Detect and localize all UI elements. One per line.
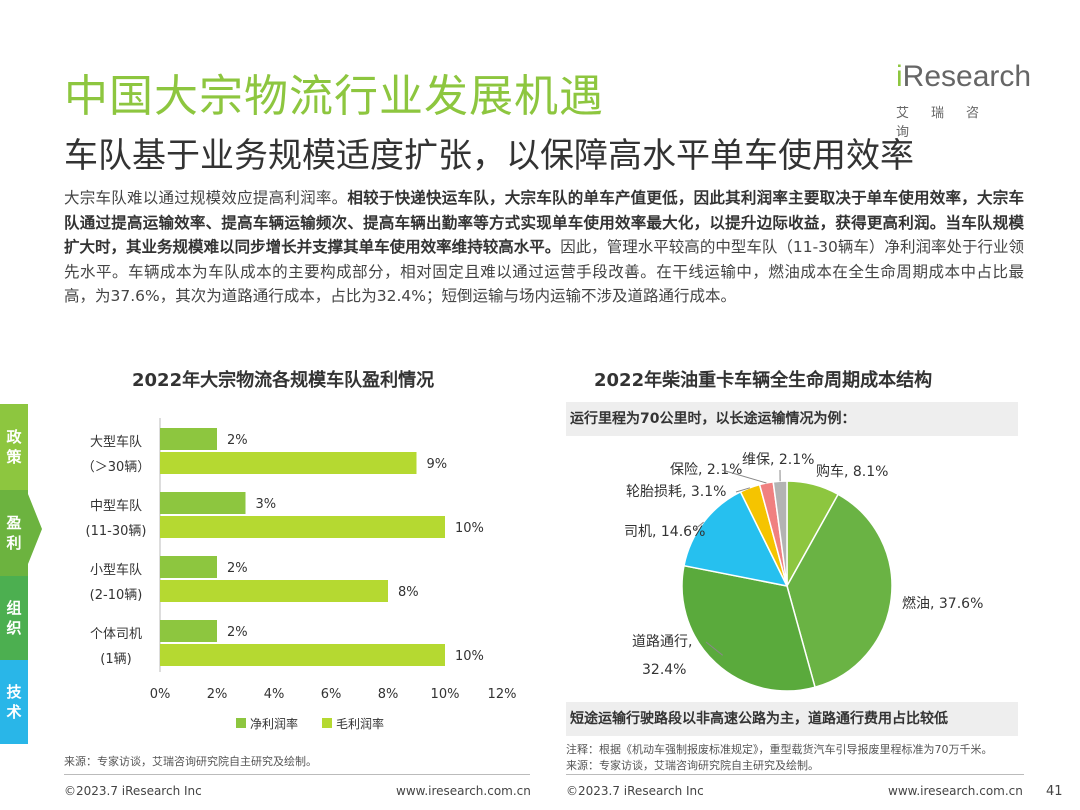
bar-net xyxy=(160,556,217,578)
bar-value-label: 2% xyxy=(227,561,248,576)
bar-category-sublabel: (11-30辆) xyxy=(86,524,147,539)
bar-category-sublabel: (1辆) xyxy=(100,652,131,667)
bar-net xyxy=(160,492,246,514)
footer-copyright-left: ©2023.7 iResearch Inc xyxy=(64,784,202,798)
footer-url-right: www.iresearch.com.cn xyxy=(888,784,1023,798)
sidebar-tab[interactable]: 政策 xyxy=(0,404,28,490)
bar-category-label: 小型车队 xyxy=(90,562,142,578)
x-tick-label: 6% xyxy=(321,687,342,702)
legend-label: 净利润率 xyxy=(250,716,298,731)
sidebar-tab-char: 政 xyxy=(6,428,22,446)
bar-gross xyxy=(160,644,445,666)
bar-gross xyxy=(160,580,388,602)
pie-annotation-bottom: 短途运输行驶路段以非高速公路为主，道路通行费用占比较低 xyxy=(566,702,1018,736)
x-tick-label: 12% xyxy=(488,687,517,702)
bar-net xyxy=(160,428,217,450)
page-subtitle: 车队基于业务规模适度扩张，以保障高水平单车使用效率 xyxy=(64,136,914,176)
pie-annotation-top: 运行里程为70公里时，以长途运输情况为例： xyxy=(566,402,1018,436)
bar-value-label: 2% xyxy=(227,625,248,640)
pie-chart-title: 2022年柴油重卡车辆全生命周期成本结构 xyxy=(594,370,933,391)
pie-chart: 购车, 8.1% 燃油, 37.6% 道路通行, 32.4% 司机, 14.6% 轮胎损耗… xyxy=(624,452,983,692)
pie-label: 购车, 8.1% xyxy=(816,463,888,480)
bar-category-label: 中型车队 xyxy=(90,498,142,514)
x-tick-label: 0% xyxy=(150,687,171,702)
sidebar-tab[interactable]: 技术 xyxy=(0,660,28,744)
bar-category-label: 大型车队 xyxy=(90,434,142,450)
bar-value-label: 3% xyxy=(256,497,277,512)
bar-value-label: 10% xyxy=(455,521,484,536)
pie-label: 维保, 2.1% xyxy=(742,452,814,468)
logo-subtitle: 艾瑞咨询 xyxy=(896,106,1002,140)
footer-copyright-right: ©2023.7 iResearch Inc xyxy=(566,784,704,798)
bar-chart-title: 2022年大宗物流各规模车队盈利情况 xyxy=(132,370,435,391)
pie-leader-line xyxy=(693,521,704,531)
pie-slice xyxy=(772,480,788,587)
legend-swatch xyxy=(236,718,246,728)
sidebar-tab-char: 策 xyxy=(6,448,22,466)
pie-label: 保险, 2.1% xyxy=(670,462,742,478)
left-source: 来源：专家访谈，艾瑞咨询研究院自主研究及绘制。 xyxy=(64,755,317,768)
body-segment: 相较于快递快运车队，大宗车队的单车产值更低，因此其利润率主要取决于单车使用效率，… xyxy=(64,189,1024,256)
right-source: 来源：专家访谈，艾瑞咨询研究院自主研究及绘制。 xyxy=(566,759,819,772)
footer-url-left: www.iresearch.com.cn xyxy=(396,784,531,798)
left-footer-line xyxy=(64,774,530,775)
bar-category-sublabel: （＞30辆） xyxy=(82,460,151,475)
bar-value-label: 9% xyxy=(427,457,448,472)
body-segment: 大宗车队难以通过规模效应提高利润率。 xyxy=(64,189,348,207)
pie-slice xyxy=(786,493,893,689)
pie-slice xyxy=(681,564,816,692)
pie-label-value: 32.4% xyxy=(642,662,686,678)
sidebar-tab-char: 技 xyxy=(6,683,22,701)
iresearch-logo: iResearch 艾瑞咨询 xyxy=(896,60,1031,140)
sidebar-tab[interactable]: 盈利 xyxy=(0,490,28,576)
pie-leader-line xyxy=(735,487,751,493)
legend-swatch xyxy=(322,718,332,728)
bar-value-label: 2% xyxy=(227,433,248,448)
x-tick-label: 10% xyxy=(431,687,460,702)
body-paragraph: 大宗车队难以通过规模效应提高利润率。相较于快递快运车队，大宗车队的单车产值更低，… xyxy=(64,186,1024,309)
legend-label: 毛利润率 xyxy=(336,716,384,731)
sidebar-tab-char: 织 xyxy=(6,619,22,637)
page-title: 中国大宗物流行业发展机遇 xyxy=(64,71,604,122)
sidebar-tab-char: 术 xyxy=(6,703,22,721)
page-number: 41 xyxy=(1046,784,1063,799)
pie-label: 燃油, 37.6% xyxy=(902,595,983,612)
logo-wordmark: iResearch xyxy=(896,60,1031,94)
bar-gross xyxy=(160,452,417,474)
right-footer-line xyxy=(566,774,1024,775)
bar-value-label: 8% xyxy=(398,585,419,600)
bar-value-label: 10% xyxy=(455,649,484,664)
pie-slice xyxy=(683,490,789,588)
logo-rest-glyph: Research xyxy=(902,60,1032,93)
x-tick-label: 2% xyxy=(207,687,228,702)
x-tick-label: 8% xyxy=(378,687,399,702)
x-tick-label: 4% xyxy=(264,687,285,702)
pie-label: 道路通行, xyxy=(632,634,692,650)
pie-label: 司机, 14.6% xyxy=(624,524,705,540)
body-segment: 因此，管理水平较高的中型车队（11-30辆车）净利润率处于行业领先水平。车辆成本… xyxy=(64,238,1024,305)
bar-chart: 大型车队 （＞30辆） 2% 9% 中型车队 (11-30辆) 3% 10% 小型车队 (2-10… xyxy=(82,418,517,731)
sidebar-tab-char: 组 xyxy=(6,599,22,617)
pie-label: 轮胎损耗, 3.1% xyxy=(626,484,726,500)
sidebar-arrow xyxy=(28,494,42,564)
bar-category-sublabel: (2-10辆) xyxy=(90,588,143,603)
bar-net xyxy=(160,620,217,642)
right-note: 注释：根据《机动车强制报废标准规定》，重型载货汽车引导报废里程标准为70万千米。 xyxy=(566,743,993,756)
bar-category-label: 个体司机 xyxy=(90,627,142,642)
bar-gross xyxy=(160,516,445,538)
pie-leader-line xyxy=(705,641,724,656)
pie-leader-line xyxy=(721,469,767,484)
sidebar-tab-char: 利 xyxy=(6,534,22,552)
sidebar-tab-char: 盈 xyxy=(6,514,22,532)
sidebar-tab[interactable]: 组织 xyxy=(0,576,28,660)
logo-i-glyph: i xyxy=(896,60,903,93)
